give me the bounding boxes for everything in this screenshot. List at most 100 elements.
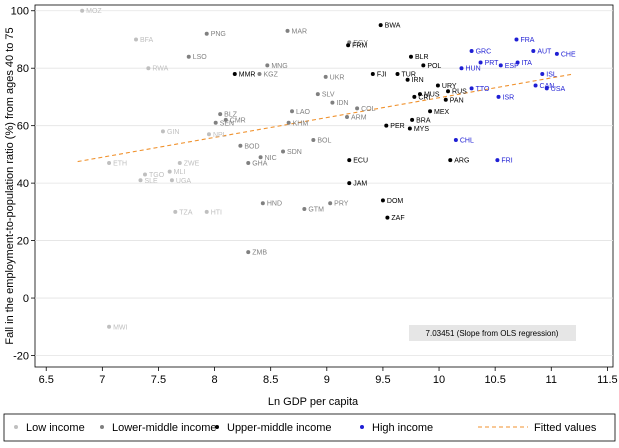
point-label: TZA [179, 209, 193, 216]
point-label: ISR [503, 94, 515, 101]
data-point [323, 74, 328, 79]
y-tick-label: -20 [13, 351, 29, 363]
data-point [412, 94, 417, 99]
data-point [142, 172, 147, 177]
legend-marker [215, 425, 219, 429]
point-label: BOD [244, 143, 259, 150]
data-point [515, 60, 520, 65]
annotation-background [409, 325, 576, 341]
data-point [443, 97, 448, 102]
data-point [218, 112, 223, 117]
legend-label: Upper-middle income [227, 422, 332, 434]
data-point [533, 83, 538, 88]
y-tick-label: 100 [11, 6, 29, 18]
point-label: ARG [454, 158, 469, 165]
data-point [146, 66, 151, 71]
data-point [138, 178, 143, 183]
y-tick-label: 0 [23, 293, 29, 305]
data-point [238, 143, 243, 148]
point-label: CMR [230, 117, 246, 124]
data-point [428, 109, 433, 114]
data-point [258, 155, 263, 160]
x-tick-label: 11 [546, 374, 557, 386]
data-point [554, 51, 559, 56]
legend: Low income Lower-middle income Upper-middl… [14, 422, 597, 434]
legend-marker [360, 425, 364, 429]
data-point [345, 115, 350, 120]
point-label: MLI [174, 169, 186, 176]
data-point [385, 215, 390, 220]
data-point [347, 158, 352, 163]
point-label: JAM [353, 181, 367, 188]
data-point [177, 161, 182, 166]
point-label: PRT [485, 60, 500, 67]
data-point [407, 126, 412, 131]
point-label: TUR [402, 71, 416, 78]
point-label: MNG [271, 63, 287, 70]
data-point [173, 209, 178, 214]
point-label: CRI [418, 94, 430, 101]
data-point [446, 89, 451, 94]
point-label: BRA [416, 117, 431, 124]
point-label: UKR [330, 74, 345, 81]
point-label: AUT [537, 48, 552, 55]
point-label: TGO [149, 172, 165, 179]
data-point [290, 109, 295, 114]
point-label: BLR [415, 54, 429, 61]
data-point [355, 106, 360, 111]
data-point [478, 60, 483, 65]
data-point [459, 66, 464, 71]
data-point [496, 94, 501, 99]
x-tick-label: 6.5 [39, 374, 54, 386]
point-label: PAN [450, 97, 464, 104]
point-label: FRM [352, 43, 367, 50]
y-tick-label: 60 [17, 121, 29, 133]
x-tick-label: 9.5 [375, 374, 390, 386]
data-point [167, 169, 172, 174]
annotation-text: 7.03451 (Slope from OLS regression) [426, 329, 559, 338]
data-point [435, 83, 440, 88]
point-label: PNG [211, 31, 226, 38]
data-point [204, 209, 209, 214]
point-label: MAR [292, 28, 308, 35]
data-point [448, 158, 453, 163]
data-point [232, 71, 237, 76]
data-point [311, 138, 316, 143]
point-label: UGA [176, 178, 192, 185]
point-label: HTI [211, 209, 222, 216]
point-label: COL [361, 106, 376, 113]
point-label: SLE [144, 178, 158, 185]
point-label: IRN [412, 77, 424, 84]
legend-marker [100, 425, 104, 429]
y-axis-title: Fall in the employment-to-population rat… [4, 27, 16, 344]
data-point [370, 71, 375, 76]
data-point [160, 129, 165, 134]
grid [35, 10, 613, 356]
point-label: RUS [452, 89, 467, 96]
point-label: USA [551, 86, 566, 93]
point-label: IDN [336, 100, 348, 107]
point-label: SEN [220, 120, 234, 127]
x-tick-label: 9 [324, 374, 330, 386]
data-point [80, 8, 85, 13]
point-label: KHM [293, 120, 309, 127]
data-point [107, 324, 112, 329]
point-label: BOL [317, 138, 331, 145]
point-label: MEX [434, 109, 450, 116]
data-point [380, 198, 385, 203]
data-point [246, 250, 251, 255]
point-label: SDN [287, 149, 302, 156]
x-tick-label: 8.5 [263, 374, 278, 386]
data-point [417, 92, 422, 97]
point-label: TTO [476, 86, 490, 93]
point-label: ARM [351, 115, 367, 122]
data-point [286, 120, 291, 125]
data-point [395, 71, 400, 76]
data-point [346, 43, 351, 48]
data-point [281, 149, 286, 154]
point-label: KGZ [263, 71, 278, 78]
point-label: NPL [213, 132, 227, 139]
